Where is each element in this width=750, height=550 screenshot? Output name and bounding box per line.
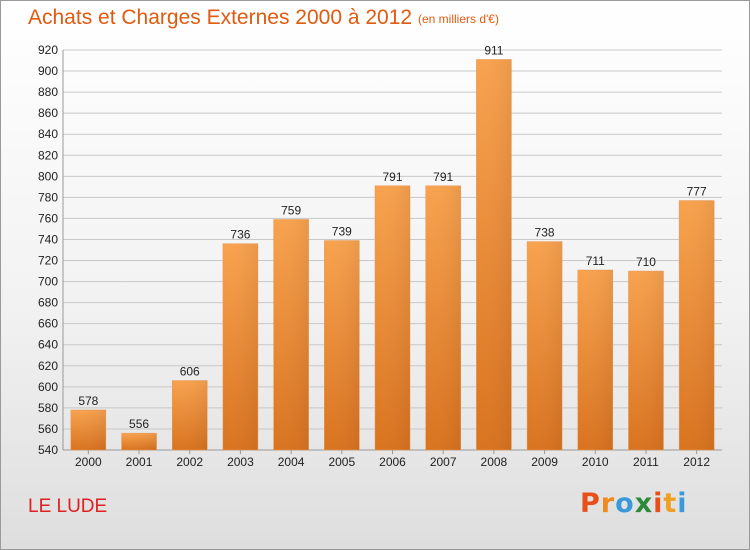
- x-tick-label-2006: 2006: [379, 455, 406, 469]
- y-tick-label: 720: [38, 254, 58, 268]
- value-label-2011: 710: [636, 255, 656, 269]
- bar-shade-2003: [222, 243, 258, 450]
- y-tick-label: 800: [38, 169, 58, 183]
- x-tick-label-2010: 2010: [582, 455, 609, 469]
- value-label-2003: 736: [230, 228, 250, 242]
- y-tick-label: 900: [38, 64, 58, 78]
- x-tick-label-2008: 2008: [481, 455, 508, 469]
- bar-shade-2001: [121, 433, 157, 450]
- bar-shade-2008: [476, 59, 512, 450]
- value-label-2012: 777: [687, 185, 707, 199]
- logo-letter: o: [615, 488, 635, 519]
- logo-letter: x: [634, 488, 654, 519]
- y-tick-label: 740: [38, 232, 58, 246]
- bar-shade-2007: [425, 185, 461, 450]
- y-tick-label: 760: [38, 211, 58, 225]
- chart-title: Achats et Charges Externes 2000 à 2012: [28, 6, 413, 29]
- bar-shade-2005: [324, 240, 360, 450]
- x-tick-label-2001: 2001: [126, 455, 153, 469]
- x-axis: 2000 2001 2002 2003 2004 2005 2006 2007 2008 2009…: [75, 450, 710, 469]
- y-tick-label: 920: [38, 43, 58, 57]
- y-tick-label: 820: [38, 148, 58, 162]
- y-axis: 540 560 580 600 620 640 660 680 700 720 740 760 780 8…: [38, 43, 722, 457]
- y-tick-label: 840: [38, 127, 58, 141]
- logo-letter: P: [580, 488, 601, 519]
- x-tick-label-2004: 2004: [278, 455, 305, 469]
- bar-shade-2000: [70, 410, 106, 450]
- y-tick-label: 880: [38, 85, 58, 99]
- y-tick-label: 660: [38, 317, 58, 331]
- x-tick-label-2005: 2005: [328, 455, 355, 469]
- logo-letter: t: [663, 488, 678, 519]
- y-tick-label: 560: [38, 422, 58, 436]
- x-tick-label-2003: 2003: [227, 455, 254, 469]
- y-tick-label: 700: [38, 275, 58, 289]
- chart-subtitle: (en milliers d'€): [418, 12, 499, 26]
- x-tick-label-2007: 2007: [430, 455, 457, 469]
- bar-shade-2010: [577, 270, 613, 450]
- bar-shade-2004: [273, 219, 309, 450]
- bar-shade-2012: [679, 200, 715, 450]
- value-label-2007: 791: [433, 170, 453, 184]
- y-tick-label: 620: [38, 359, 58, 373]
- value-label-2005: 739: [332, 225, 352, 239]
- place-name: LE LUDE: [28, 496, 108, 517]
- bar-shade-2006: [375, 185, 410, 450]
- x-tick-label-2012: 2012: [683, 455, 710, 469]
- logo-letter: i: [677, 488, 688, 519]
- bar-shade-2009: [527, 241, 563, 450]
- x-tick-label-2009: 2009: [531, 455, 558, 469]
- bar-shade-2011: [628, 271, 664, 450]
- y-tick-label: 540: [38, 443, 58, 457]
- value-label-2009: 738: [535, 226, 555, 240]
- value-label-2002: 606: [180, 365, 200, 379]
- value-labels: 578 556 606 736 759 739 791 791 911 738 711 710 777: [78, 43, 707, 431]
- logo-letter: i: [653, 488, 664, 519]
- value-label-2000: 578: [78, 394, 98, 408]
- x-tick-label-2011: 2011: [633, 455, 659, 469]
- proxiti-logo: Proxiti: [580, 488, 688, 519]
- bars: [70, 59, 715, 451]
- value-label-2010: 711: [586, 254, 605, 268]
- value-label-2004: 759: [281, 203, 301, 217]
- y-tick-label: 600: [38, 380, 58, 394]
- y-tick-label: 860: [38, 106, 58, 120]
- y-tick-label: 780: [38, 190, 58, 204]
- y-tick-label: 580: [38, 401, 58, 415]
- x-tick-label-2000: 2000: [75, 455, 102, 469]
- y-tick-label: 680: [38, 296, 58, 310]
- value-label-2008: 911: [484, 43, 503, 57]
- bar-shade-2002: [172, 380, 208, 450]
- value-label-2006: 791: [382, 170, 402, 184]
- y-tick-label: 640: [38, 338, 58, 352]
- value-label-2001: 556: [129, 417, 149, 431]
- logo-letter: r: [600, 488, 616, 519]
- x-tick-label-2002: 2002: [176, 455, 203, 469]
